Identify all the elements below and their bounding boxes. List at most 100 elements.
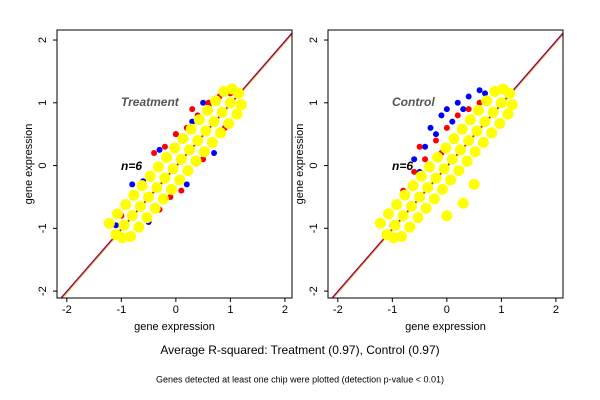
point — [169, 142, 181, 154]
x-tick-label: 0 — [444, 304, 450, 316]
point — [211, 150, 218, 157]
point — [465, 93, 472, 100]
point — [411, 156, 418, 163]
point — [216, 106, 228, 118]
x-tick-label: 0 — [173, 304, 179, 316]
point — [428, 193, 440, 205]
point — [437, 183, 449, 195]
point — [454, 99, 461, 106]
point — [487, 106, 499, 118]
panel-title: Treatment — [121, 95, 180, 109]
y-tick-label: 0 — [308, 163, 320, 169]
point — [175, 153, 187, 165]
point — [183, 181, 190, 188]
point — [129, 181, 136, 188]
point — [464, 114, 476, 126]
point — [167, 193, 174, 200]
note: Genes detected at least one chip were pl… — [156, 374, 444, 384]
point — [161, 151, 173, 163]
point — [445, 174, 457, 186]
point — [156, 146, 163, 153]
point — [411, 168, 418, 175]
point — [151, 182, 163, 194]
x-tick-label: -1 — [116, 304, 126, 316]
point — [118, 219, 130, 231]
x-tick-label: 1 — [498, 304, 504, 316]
point — [205, 99, 212, 106]
point — [144, 170, 156, 182]
point — [133, 221, 145, 233]
x-tick-label: -2 — [333, 304, 343, 316]
point — [193, 114, 205, 126]
point — [143, 191, 155, 203]
point — [399, 189, 411, 201]
point — [120, 198, 132, 210]
point — [495, 97, 507, 109]
point — [125, 230, 137, 242]
point — [405, 200, 417, 212]
point — [502, 108, 514, 120]
point — [167, 163, 179, 175]
point — [446, 153, 458, 165]
point — [174, 174, 186, 186]
plot-frame — [56, 29, 293, 299]
point — [443, 124, 450, 131]
point — [185, 123, 197, 135]
point — [430, 172, 442, 184]
point — [149, 202, 161, 214]
point — [412, 212, 424, 224]
point — [128, 189, 140, 201]
point — [460, 106, 467, 113]
point — [159, 172, 171, 184]
plot-frame — [327, 29, 564, 299]
y-axis-label: gene expression — [294, 124, 306, 205]
point — [166, 183, 178, 195]
point — [449, 118, 456, 125]
point — [161, 143, 168, 150]
point — [200, 125, 212, 137]
y-tick-label: 1 — [308, 100, 320, 106]
point — [432, 137, 439, 144]
point — [482, 90, 489, 97]
point — [172, 131, 179, 138]
point — [235, 99, 247, 111]
plot-area — [60, 32, 292, 298]
point — [224, 97, 236, 109]
point — [201, 104, 213, 116]
point — [134, 200, 146, 212]
point — [404, 221, 416, 233]
point — [192, 134, 204, 146]
point — [422, 143, 429, 150]
point — [223, 118, 235, 130]
point — [494, 118, 506, 130]
y-tick-label: -1 — [308, 223, 320, 233]
x-axis-label: gene expression — [134, 321, 215, 333]
point — [456, 123, 468, 135]
y-tick-label: 1 — [37, 100, 49, 106]
point — [454, 144, 466, 156]
y-tick-label: 0 — [37, 163, 49, 169]
point — [200, 156, 207, 163]
point — [432, 131, 439, 138]
point — [441, 210, 453, 222]
point — [440, 142, 452, 154]
point — [477, 136, 489, 148]
point — [427, 124, 434, 131]
point — [206, 136, 218, 148]
point — [198, 146, 210, 158]
point — [471, 125, 483, 137]
point — [157, 193, 169, 205]
point — [461, 155, 473, 167]
point — [486, 127, 498, 139]
point — [469, 146, 481, 158]
point — [126, 210, 138, 222]
point — [116, 232, 128, 244]
point — [465, 106, 472, 113]
point — [231, 108, 243, 120]
y-axis-label: gene expression — [23, 124, 35, 205]
point — [136, 180, 148, 192]
point — [415, 170, 427, 182]
point — [468, 178, 480, 190]
point — [481, 95, 493, 107]
panel-title: Control — [392, 95, 435, 109]
